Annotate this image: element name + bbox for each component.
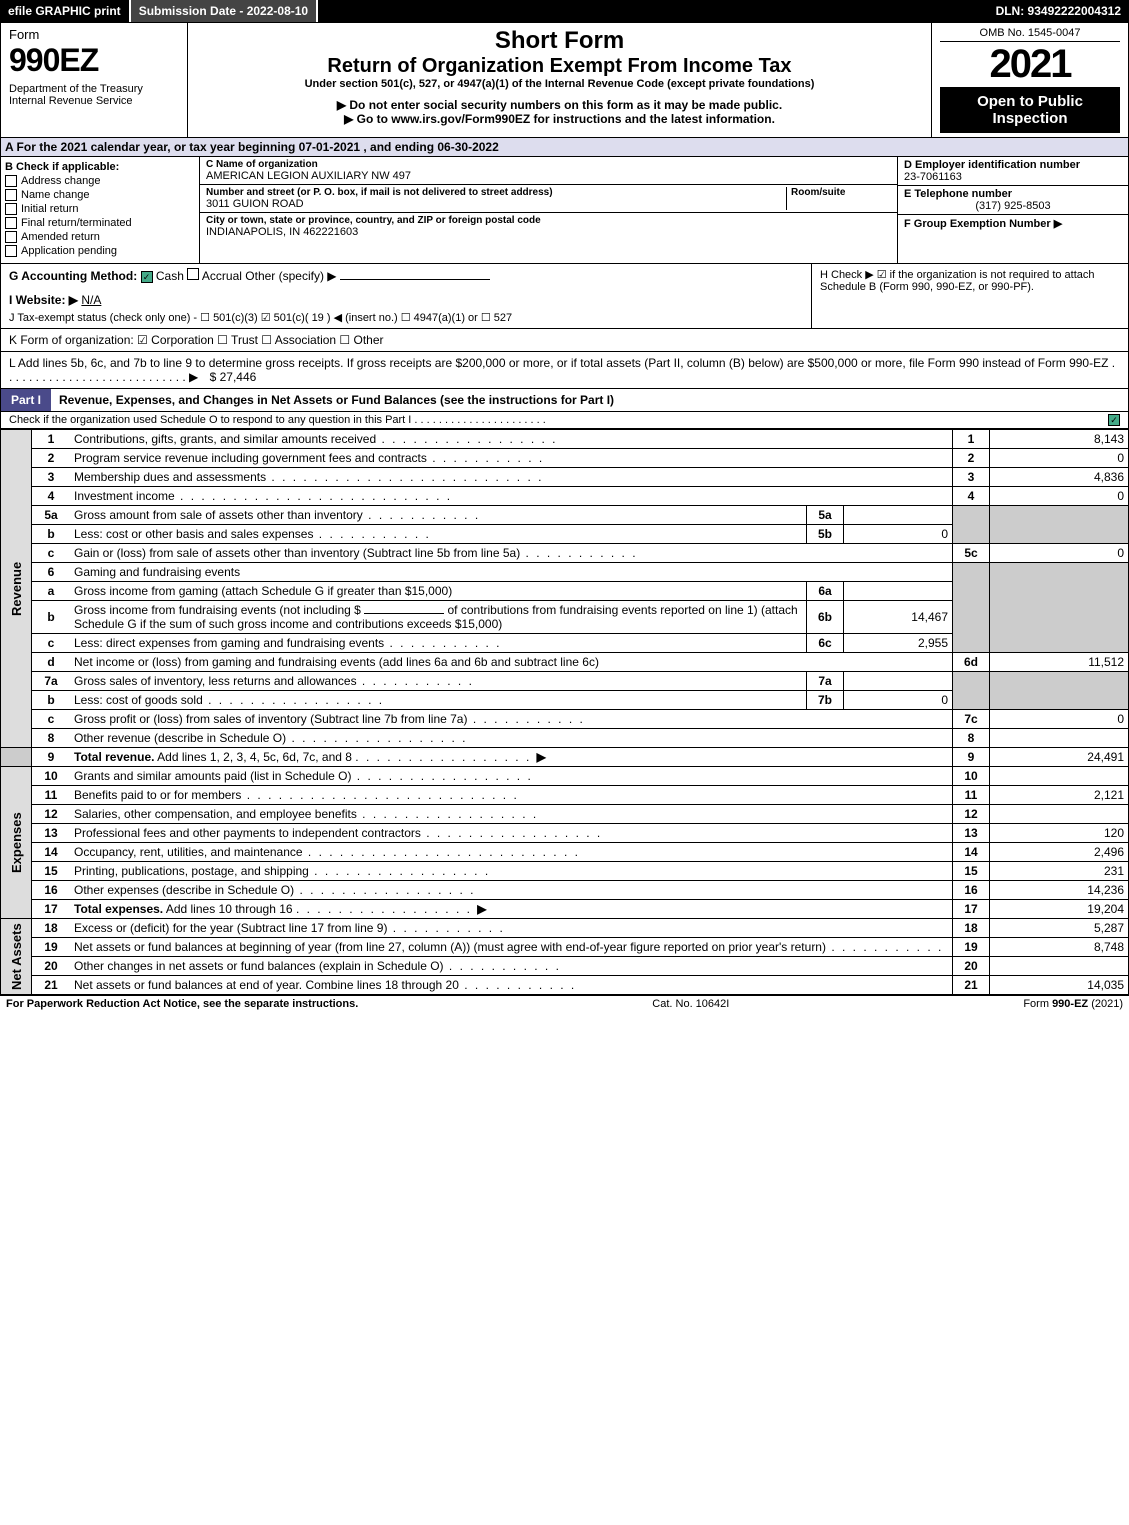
side-revenue: Revenue xyxy=(1,430,32,748)
website-value: N/A xyxy=(81,293,101,307)
line-7b-value: 0 xyxy=(844,691,953,710)
section-g: G Accounting Method: ✓ Cash Accrual Othe… xyxy=(1,264,811,328)
dept-label: Department of the Treasury xyxy=(9,83,179,95)
i-label: I Website: ▶ xyxy=(9,293,78,307)
under-section: Under section 501(c), 527, or 4947(a)(1)… xyxy=(196,78,923,90)
city-label: City or town, state or province, country… xyxy=(206,215,891,226)
side-expenses: Expenses xyxy=(1,767,32,919)
checkbox-application-pending[interactable] xyxy=(5,245,17,257)
checkbox-schedule-o[interactable]: ✓ xyxy=(1108,414,1120,426)
org-info-block: B Check if applicable: Address change Na… xyxy=(0,157,1129,264)
line-11-value: 2,121 xyxy=(990,786,1129,805)
line-4-value: 0 xyxy=(990,487,1129,506)
header-center: Short Form Return of Organization Exempt… xyxy=(188,23,932,137)
section-j: J Tax-exempt status (check only one) - ☐… xyxy=(9,311,803,324)
line-13-value: 120 xyxy=(990,824,1129,843)
gh-block: G Accounting Method: ✓ Cash Accrual Othe… xyxy=(0,264,1129,329)
org-name: AMERICAN LEGION AUXILIARY NW 497 xyxy=(206,170,891,182)
footer-left: For Paperwork Reduction Act Notice, see … xyxy=(6,998,358,1010)
header-left: Form 990EZ Department of the Treasury In… xyxy=(1,23,188,137)
line-3-value: 4,836 xyxy=(990,468,1129,487)
phone-value: (317) 925-8503 xyxy=(904,200,1122,212)
line-7c-value: 0 xyxy=(990,710,1129,729)
room-label: Room/suite xyxy=(791,187,891,198)
ein-value: 23-7061163 xyxy=(904,171,1122,183)
line-19-value: 8,748 xyxy=(990,938,1129,957)
submission-date: Submission Date - 2022-08-10 xyxy=(131,0,318,22)
checkbox-accrual[interactable] xyxy=(187,268,199,280)
street-label: Number and street (or P. O. box, if mail… xyxy=(206,187,786,198)
section-k: K Form of organization: ☑ Corporation ☐ … xyxy=(0,329,1129,352)
no-ssn-note: ▶ Do not enter social security numbers o… xyxy=(196,98,923,112)
g-label: G Accounting Method: xyxy=(9,269,137,283)
dln-label: DLN: 93492222004312 xyxy=(988,0,1129,22)
part-i-title: Revenue, Expenses, and Changes in Net As… xyxy=(59,393,614,407)
city-value: INDIANAPOLIS, IN 462221603 xyxy=(206,226,891,238)
check-schedule-o: Check if the organization used Schedule … xyxy=(0,412,1129,429)
ein-label: D Employer identification number xyxy=(904,159,1122,171)
section-d: D Employer identification number 23-7061… xyxy=(898,157,1128,263)
street-value: 3011 GUION ROAD xyxy=(206,198,786,210)
tax-year: 2021 xyxy=(940,42,1120,87)
checkbox-final-return[interactable] xyxy=(5,217,17,229)
line-14-value: 2,496 xyxy=(990,843,1129,862)
open-to-public: Open to Public Inspection xyxy=(940,87,1120,133)
return-title: Return of Organization Exempt From Incom… xyxy=(196,55,923,78)
section-b-label: B Check if applicable: xyxy=(5,161,195,173)
checkbox-amended-return[interactable] xyxy=(5,231,17,243)
side-netassets: Net Assets xyxy=(1,919,32,995)
line-5c-value: 0 xyxy=(990,544,1129,563)
top-bar: efile GRAPHIC print Submission Date - 20… xyxy=(0,0,1129,22)
form-number: 990EZ xyxy=(9,42,179,79)
section-a: A For the 2021 calendar year, or tax yea… xyxy=(0,138,1129,157)
line-15-value: 231 xyxy=(990,862,1129,881)
line-1-value: 8,143 xyxy=(990,430,1129,449)
section-h: H Check ▶ ☑ if the organization is not r… xyxy=(811,264,1128,328)
other-specify-line xyxy=(340,279,490,280)
line-6d-value: 11,512 xyxy=(990,653,1129,672)
checkbox-address-change[interactable] xyxy=(5,175,17,187)
line-9-value: 24,491 xyxy=(990,748,1129,767)
form-header: Form 990EZ Department of the Treasury In… xyxy=(0,22,1129,138)
part-i-header: Part I Revenue, Expenses, and Changes in… xyxy=(0,389,1129,412)
line-21-value: 14,035 xyxy=(990,976,1129,995)
line-6c-value: 2,955 xyxy=(844,634,953,653)
org-name-label: C Name of organization xyxy=(206,159,891,170)
section-b: B Check if applicable: Address change Na… xyxy=(1,157,200,263)
line-16-value: 14,236 xyxy=(990,881,1129,900)
l-amount: $ 27,446 xyxy=(210,370,257,384)
irs-label: Internal Revenue Service xyxy=(9,95,179,107)
page-footer: For Paperwork Reduction Act Notice, see … xyxy=(0,995,1129,1012)
section-l: L Add lines 5b, 6c, and 7b to line 9 to … xyxy=(0,352,1129,389)
short-form-title: Short Form xyxy=(196,27,923,55)
checkbox-initial-return[interactable] xyxy=(5,203,17,215)
footer-right: Form 990-EZ (2021) xyxy=(1023,998,1123,1010)
group-label: F Group Exemption Number ▶ xyxy=(904,217,1122,230)
line-17-value: 19,204 xyxy=(990,900,1129,919)
checkbox-name-change[interactable] xyxy=(5,189,17,201)
part-i-label: Part I xyxy=(1,389,51,411)
form-label: Form xyxy=(9,27,179,42)
footer-cat: Cat. No. 10642I xyxy=(652,998,729,1010)
line-18-value: 5,287 xyxy=(990,919,1129,938)
efile-label[interactable]: efile GRAPHIC print xyxy=(0,0,131,22)
phone-label: E Telephone number xyxy=(904,188,1122,200)
checkbox-cash[interactable]: ✓ xyxy=(141,271,153,283)
line-6b-value: 14,467 xyxy=(844,601,953,634)
lines-table: Revenue 1 Contributions, gifts, grants, … xyxy=(0,429,1129,995)
section-c: C Name of organization AMERICAN LEGION A… xyxy=(200,157,898,263)
omb-number: OMB No. 1545-0047 xyxy=(940,27,1120,42)
line-2-value: 0 xyxy=(990,449,1129,468)
goto-link[interactable]: ▶ Go to www.irs.gov/Form990EZ for instru… xyxy=(196,112,923,126)
header-right: OMB No. 1545-0047 2021 Open to Public In… xyxy=(932,23,1128,137)
line-5b-value: 0 xyxy=(844,525,953,544)
